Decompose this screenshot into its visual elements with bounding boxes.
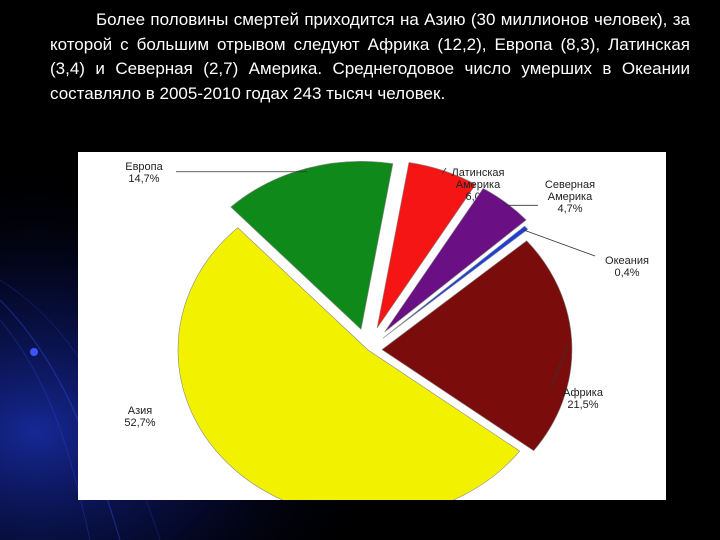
pie-slice-3 xyxy=(384,187,527,333)
leader-line-4 xyxy=(523,229,596,257)
chart-panel: Азия52,7%Европа14,7%ЛатинскаяАмерика6,0%… xyxy=(78,152,666,500)
leader-line-5 xyxy=(550,344,569,389)
slice-label-3: Северная Америка 4,7% xyxy=(545,179,595,215)
pie-slice-5 xyxy=(381,240,573,452)
pie-slice-4 xyxy=(382,225,529,339)
slice-label-5: Африка 21,5% xyxy=(563,387,604,411)
bullet-dot xyxy=(30,348,38,356)
pie-chart: Азия52,7%Европа14,7%ЛатинскаяАмерика6,0%… xyxy=(124,161,649,500)
pie-slice-0 xyxy=(177,227,521,500)
pie-slice-1 xyxy=(230,161,394,330)
leader-line-2 xyxy=(441,167,447,175)
slice-label-1: Европа 14,7% xyxy=(125,161,163,185)
pie-slice-2 xyxy=(376,162,477,329)
slide-paragraph: Более половины смертей приходится на Ази… xyxy=(50,10,690,103)
slice-label-0: Азия 52,7% xyxy=(124,405,155,429)
slice-label-4: Океания 0,4% xyxy=(605,255,649,279)
